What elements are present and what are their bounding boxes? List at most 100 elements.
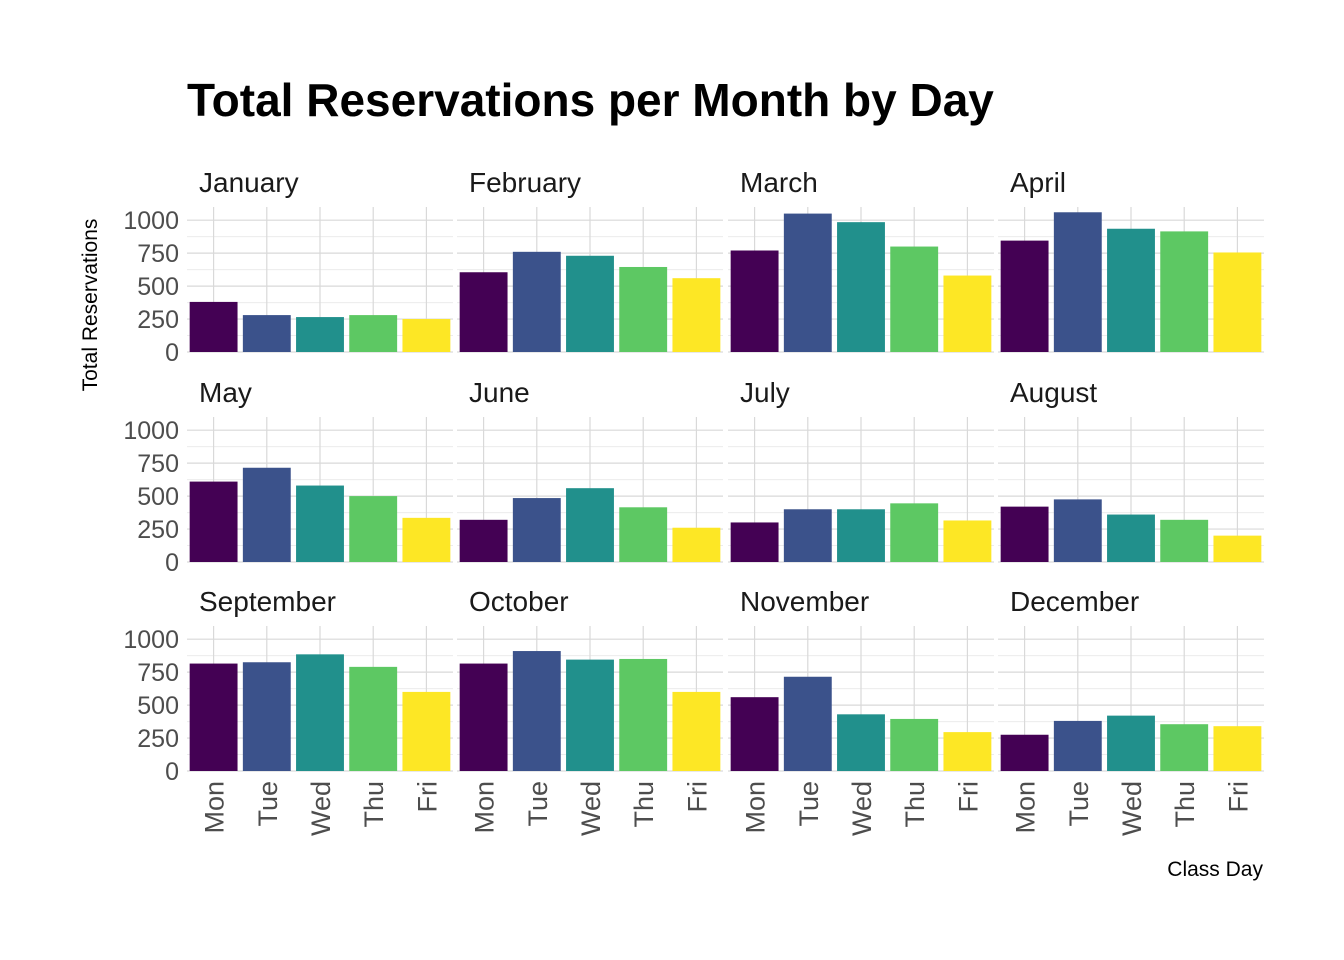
bar-march-wed xyxy=(837,222,885,352)
bar-november-tue xyxy=(783,676,832,771)
bar-february-tue xyxy=(512,251,561,352)
x-tick-label: Thu xyxy=(1170,781,1200,828)
panel-title: September xyxy=(199,586,336,617)
x-tick-label: Mon xyxy=(1011,781,1041,834)
bar-april-wed xyxy=(1107,228,1155,352)
panel-title: August xyxy=(1010,377,1097,408)
panel-title: February xyxy=(469,167,581,198)
y-tick-label: 250 xyxy=(137,725,179,753)
bar-june-fri xyxy=(672,527,721,562)
y-tick-label: 500 xyxy=(137,483,179,511)
panel-grid: January 0 250 500 750 1000 February March April M… xyxy=(123,167,1264,836)
bar-december-tue xyxy=(1053,720,1102,771)
bar-january-wed xyxy=(296,317,344,352)
bar-september-thu xyxy=(349,666,398,771)
x-tick-label: Fri xyxy=(412,781,442,812)
bar-august-wed xyxy=(1107,514,1155,562)
bar-july-thu xyxy=(890,503,939,562)
y-tick-label: 0 xyxy=(165,549,179,577)
bar-october-wed xyxy=(566,659,614,771)
bar-august-thu xyxy=(1160,519,1209,562)
bar-january-mon xyxy=(189,301,238,352)
bar-march-fri xyxy=(943,275,992,352)
bar-august-tue xyxy=(1053,499,1102,562)
bar-november-mon xyxy=(730,697,779,771)
bar-june-thu xyxy=(619,507,668,562)
panel-title: May xyxy=(199,377,252,408)
y-tick-label: 750 xyxy=(137,450,179,478)
bar-april-thu xyxy=(1160,231,1209,352)
bar-may-thu xyxy=(349,496,398,562)
bar-may-fri xyxy=(402,517,451,562)
panel-title: April xyxy=(1010,167,1066,198)
panel-title: October xyxy=(469,586,569,617)
bar-december-wed xyxy=(1107,715,1155,771)
bar-february-fri xyxy=(672,278,721,352)
bar-october-tue xyxy=(512,651,561,771)
x-tick-label: Mon xyxy=(741,781,771,834)
bar-may-wed xyxy=(296,485,344,562)
x-tick-label: Mon xyxy=(200,781,230,834)
x-tick-label: Tue xyxy=(523,781,553,827)
bar-march-mon xyxy=(730,250,779,352)
x-axis-label: Class Day xyxy=(1167,858,1263,881)
bar-january-fri xyxy=(402,319,451,352)
bar-april-fri xyxy=(1213,252,1262,352)
x-tick-label: Fri xyxy=(682,781,712,812)
bar-january-tue xyxy=(242,315,291,352)
x-tick-label: Wed xyxy=(1117,781,1147,836)
bar-april-mon xyxy=(1000,240,1049,352)
panel-title: December xyxy=(1010,586,1139,617)
bar-may-mon xyxy=(189,481,238,562)
x-tick-label: Tue xyxy=(794,781,824,827)
y-tick-label: 750 xyxy=(137,659,179,687)
bar-september-tue xyxy=(242,662,291,771)
panel-title: March xyxy=(740,167,818,198)
bar-november-thu xyxy=(890,718,939,771)
bar-april-tue xyxy=(1053,212,1102,352)
x-tick-label: Thu xyxy=(359,781,389,828)
bar-october-fri xyxy=(672,691,721,771)
y-tick-label: 250 xyxy=(137,516,179,544)
y-tick-label: 1000 xyxy=(123,417,179,445)
bar-october-mon xyxy=(459,663,508,771)
x-tick-label: Mon xyxy=(470,781,500,834)
bar-february-wed xyxy=(566,255,614,352)
bar-july-tue xyxy=(783,509,832,562)
bar-march-tue xyxy=(783,213,832,352)
bar-august-mon xyxy=(1000,506,1049,562)
y-tick-label: 500 xyxy=(137,273,179,301)
x-tick-label: Wed xyxy=(576,781,606,836)
x-tick-label: Fri xyxy=(953,781,983,812)
panel-title: July xyxy=(740,377,790,408)
y-tick-label: 0 xyxy=(165,758,179,786)
y-axis-label: Total Reservations xyxy=(79,219,102,392)
bar-september-mon xyxy=(189,663,238,771)
bar-december-fri xyxy=(1213,726,1262,771)
y-tick-label: 250 xyxy=(137,306,179,334)
x-tick-label: Wed xyxy=(306,781,336,836)
panel-title: November xyxy=(740,586,869,617)
bar-june-mon xyxy=(459,519,508,562)
bar-november-fri xyxy=(943,732,992,771)
y-tick-label: 0 xyxy=(165,339,179,367)
x-tick-label: Tue xyxy=(1064,781,1094,827)
bar-january-thu xyxy=(349,315,398,352)
bar-june-wed xyxy=(566,488,614,562)
y-tick-label: 1000 xyxy=(123,626,179,654)
bar-july-mon xyxy=(730,522,779,562)
panel-title: June xyxy=(469,377,530,408)
bar-july-wed xyxy=(837,509,885,562)
x-tick-label: Wed xyxy=(847,781,877,836)
x-tick-label: Fri xyxy=(1223,781,1253,812)
bar-february-thu xyxy=(619,266,668,352)
y-tick-label: 1000 xyxy=(123,207,179,235)
bar-may-tue xyxy=(242,467,291,562)
bar-july-fri xyxy=(943,520,992,562)
bar-august-fri xyxy=(1213,535,1262,562)
x-tick-label: Tue xyxy=(253,781,283,827)
bar-june-tue xyxy=(512,498,561,562)
bar-november-wed xyxy=(837,714,885,771)
bar-february-mon xyxy=(459,272,508,352)
